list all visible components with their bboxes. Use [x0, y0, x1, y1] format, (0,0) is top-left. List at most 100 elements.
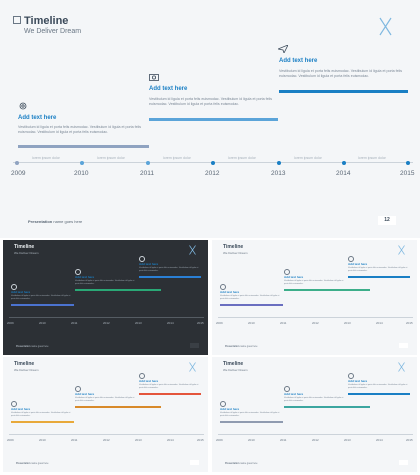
thumb-year-label: 2012 [103, 321, 110, 325]
thumb-axis [9, 317, 204, 318]
thumb-year-label: 2011 [71, 438, 78, 442]
event-3-heading: Add text here [279, 58, 318, 64]
thumb-event-heading: Add text here [348, 379, 368, 383]
x-logo-icon [189, 362, 196, 372]
year-label: 2009 [11, 170, 26, 177]
slide-badge-icon [13, 16, 21, 24]
event-2-heading: Add text here [149, 86, 188, 92]
year-label: 2011 [140, 170, 154, 177]
year-label: 2010 [74, 170, 89, 177]
timeline-dot [146, 160, 150, 165]
thumb-year-label: 2010 [248, 438, 255, 442]
timeline-dot [406, 160, 410, 165]
thumb-event-bar [139, 393, 201, 395]
slide-thumbnail[interactable]: Timeline We Deliver Dream Add text here Ves… [212, 240, 417, 355]
thumb-event-body: Vestibulum id ligula et porta felis euis… [75, 280, 135, 285]
thumb-axis [9, 434, 204, 435]
thumb-year-label: 2014 [376, 438, 383, 442]
thumb-year-label: 2011 [71, 321, 78, 325]
thumb-year-label: 2013 [344, 321, 351, 325]
thumb-year-label: 2011 [280, 438, 287, 442]
event-1-bar [18, 145, 149, 148]
thumb-axis [218, 317, 413, 318]
thumb-year-label: 2009 [7, 438, 14, 442]
thumb-event-icon [348, 373, 354, 379]
thumb-page-number [190, 343, 199, 348]
tick-label: lorem ipsum dolor [358, 156, 386, 160]
thumb-event-body: Vestibulum id ligula et porta felis euis… [220, 295, 280, 300]
tick-label: lorem ipsum dolor [163, 156, 191, 160]
thumb-footer-bold: Presentation [225, 345, 240, 348]
slide-subtitle: We Deliver Dream [24, 28, 82, 35]
thumb-event-icon [284, 269, 290, 275]
thumb-title: Timeline [14, 244, 35, 250]
thumb-year-label: 2015 [197, 438, 204, 442]
thumb-page-number [399, 460, 408, 465]
tick-label: lorem ipsum dolor [228, 156, 256, 160]
event-3-bar [279, 90, 408, 93]
slide-title: Timeline [24, 15, 69, 27]
tick-label: lorem ipsum dolor [32, 156, 60, 160]
thumb-event-body: Vestibulum id ligula et porta felis euis… [348, 384, 408, 389]
slide-thumbnail[interactable]: Timeline We Deliver Dream Add text here Ves… [3, 357, 208, 472]
thumb-year-label: 2012 [103, 438, 110, 442]
thumb-footer: Presentation name goes here [225, 345, 257, 348]
thumb-event-heading: Add text here [11, 407, 31, 411]
x-logo-icon [398, 245, 405, 255]
thumb-year-label: 2013 [344, 438, 351, 442]
thumb-event-icon [139, 373, 145, 379]
thumb-footer-bold: Presentation [225, 462, 240, 465]
thumb-subtitle: We Deliver Dream [223, 251, 248, 255]
thumb-footer: Presentation name goes here [225, 462, 257, 465]
thumb-year-label: 2015 [406, 321, 413, 325]
thumb-year-label: 2014 [167, 438, 174, 442]
gear-icon [19, 102, 27, 110]
thumb-footer-rest: name goes here [31, 345, 49, 348]
x-logo-icon [189, 245, 196, 255]
slide-thumbnail[interactable]: Timeline We Deliver Dream Add text here Ves… [3, 240, 208, 355]
thumb-year-label: 2011 [280, 321, 287, 325]
timeline-dot [211, 160, 215, 165]
event-3-body: Vestibulum id ligula et porta felis euis… [279, 69, 403, 78]
thumb-year-label: 2015 [406, 438, 413, 442]
event-1-heading: Add text here [18, 115, 57, 121]
footer-bold: Presentation [28, 219, 53, 224]
thumb-footer-bold: Presentation [16, 345, 31, 348]
thumb-footer-rest: name goes here [31, 462, 49, 465]
camera-icon [149, 74, 159, 81]
tick-label: lorem ipsum dolor [294, 156, 322, 160]
thumb-event-heading: Add text here [139, 262, 159, 266]
thumb-event-bar [348, 276, 410, 278]
thumb-event-bar [348, 393, 410, 395]
thumb-event-icon [220, 401, 226, 407]
thumb-event-body: Vestibulum id ligula et porta felis euis… [11, 412, 71, 417]
slide-thumbnail[interactable]: Timeline We Deliver Dream Add text here Ves… [212, 357, 417, 472]
thumb-subtitle: We Deliver Dream [14, 251, 39, 255]
thumb-year-label: 2010 [39, 321, 46, 325]
thumb-event-icon [139, 256, 145, 262]
event-1-body: Vestibulum id ligula et porta felis euis… [18, 125, 142, 134]
thumb-event-body: Vestibulum id ligula et porta felis euis… [348, 267, 408, 272]
thumb-footer-rest: name goes here [240, 345, 258, 348]
timeline-dot [80, 160, 84, 165]
timeline-dot [342, 160, 346, 165]
x-logo-icon [398, 362, 405, 372]
year-label: 2013 [271, 170, 286, 177]
thumb-page-number [399, 343, 408, 348]
thumb-event-heading: Add text here [220, 290, 240, 294]
thumb-event-icon [75, 269, 81, 275]
event-2-bar [149, 118, 278, 121]
thumb-event-bar [11, 304, 74, 306]
thumb-event-heading: Add text here [284, 275, 304, 279]
thumb-event-heading: Add text here [284, 392, 304, 396]
thumb-event-heading: Add text here [75, 392, 95, 396]
thumb-event-bar [75, 289, 161, 291]
thumb-year-label: 2009 [216, 438, 223, 442]
presentation-footer: Presentation name goes here [28, 219, 82, 224]
year-label: 2012 [205, 170, 220, 177]
timeline-dot [277, 160, 281, 165]
thumb-year-label: 2009 [216, 321, 223, 325]
footer-rest: name goes here [53, 219, 83, 224]
thumb-year-label: 2010 [248, 321, 255, 325]
paper-plane-icon [278, 45, 288, 53]
